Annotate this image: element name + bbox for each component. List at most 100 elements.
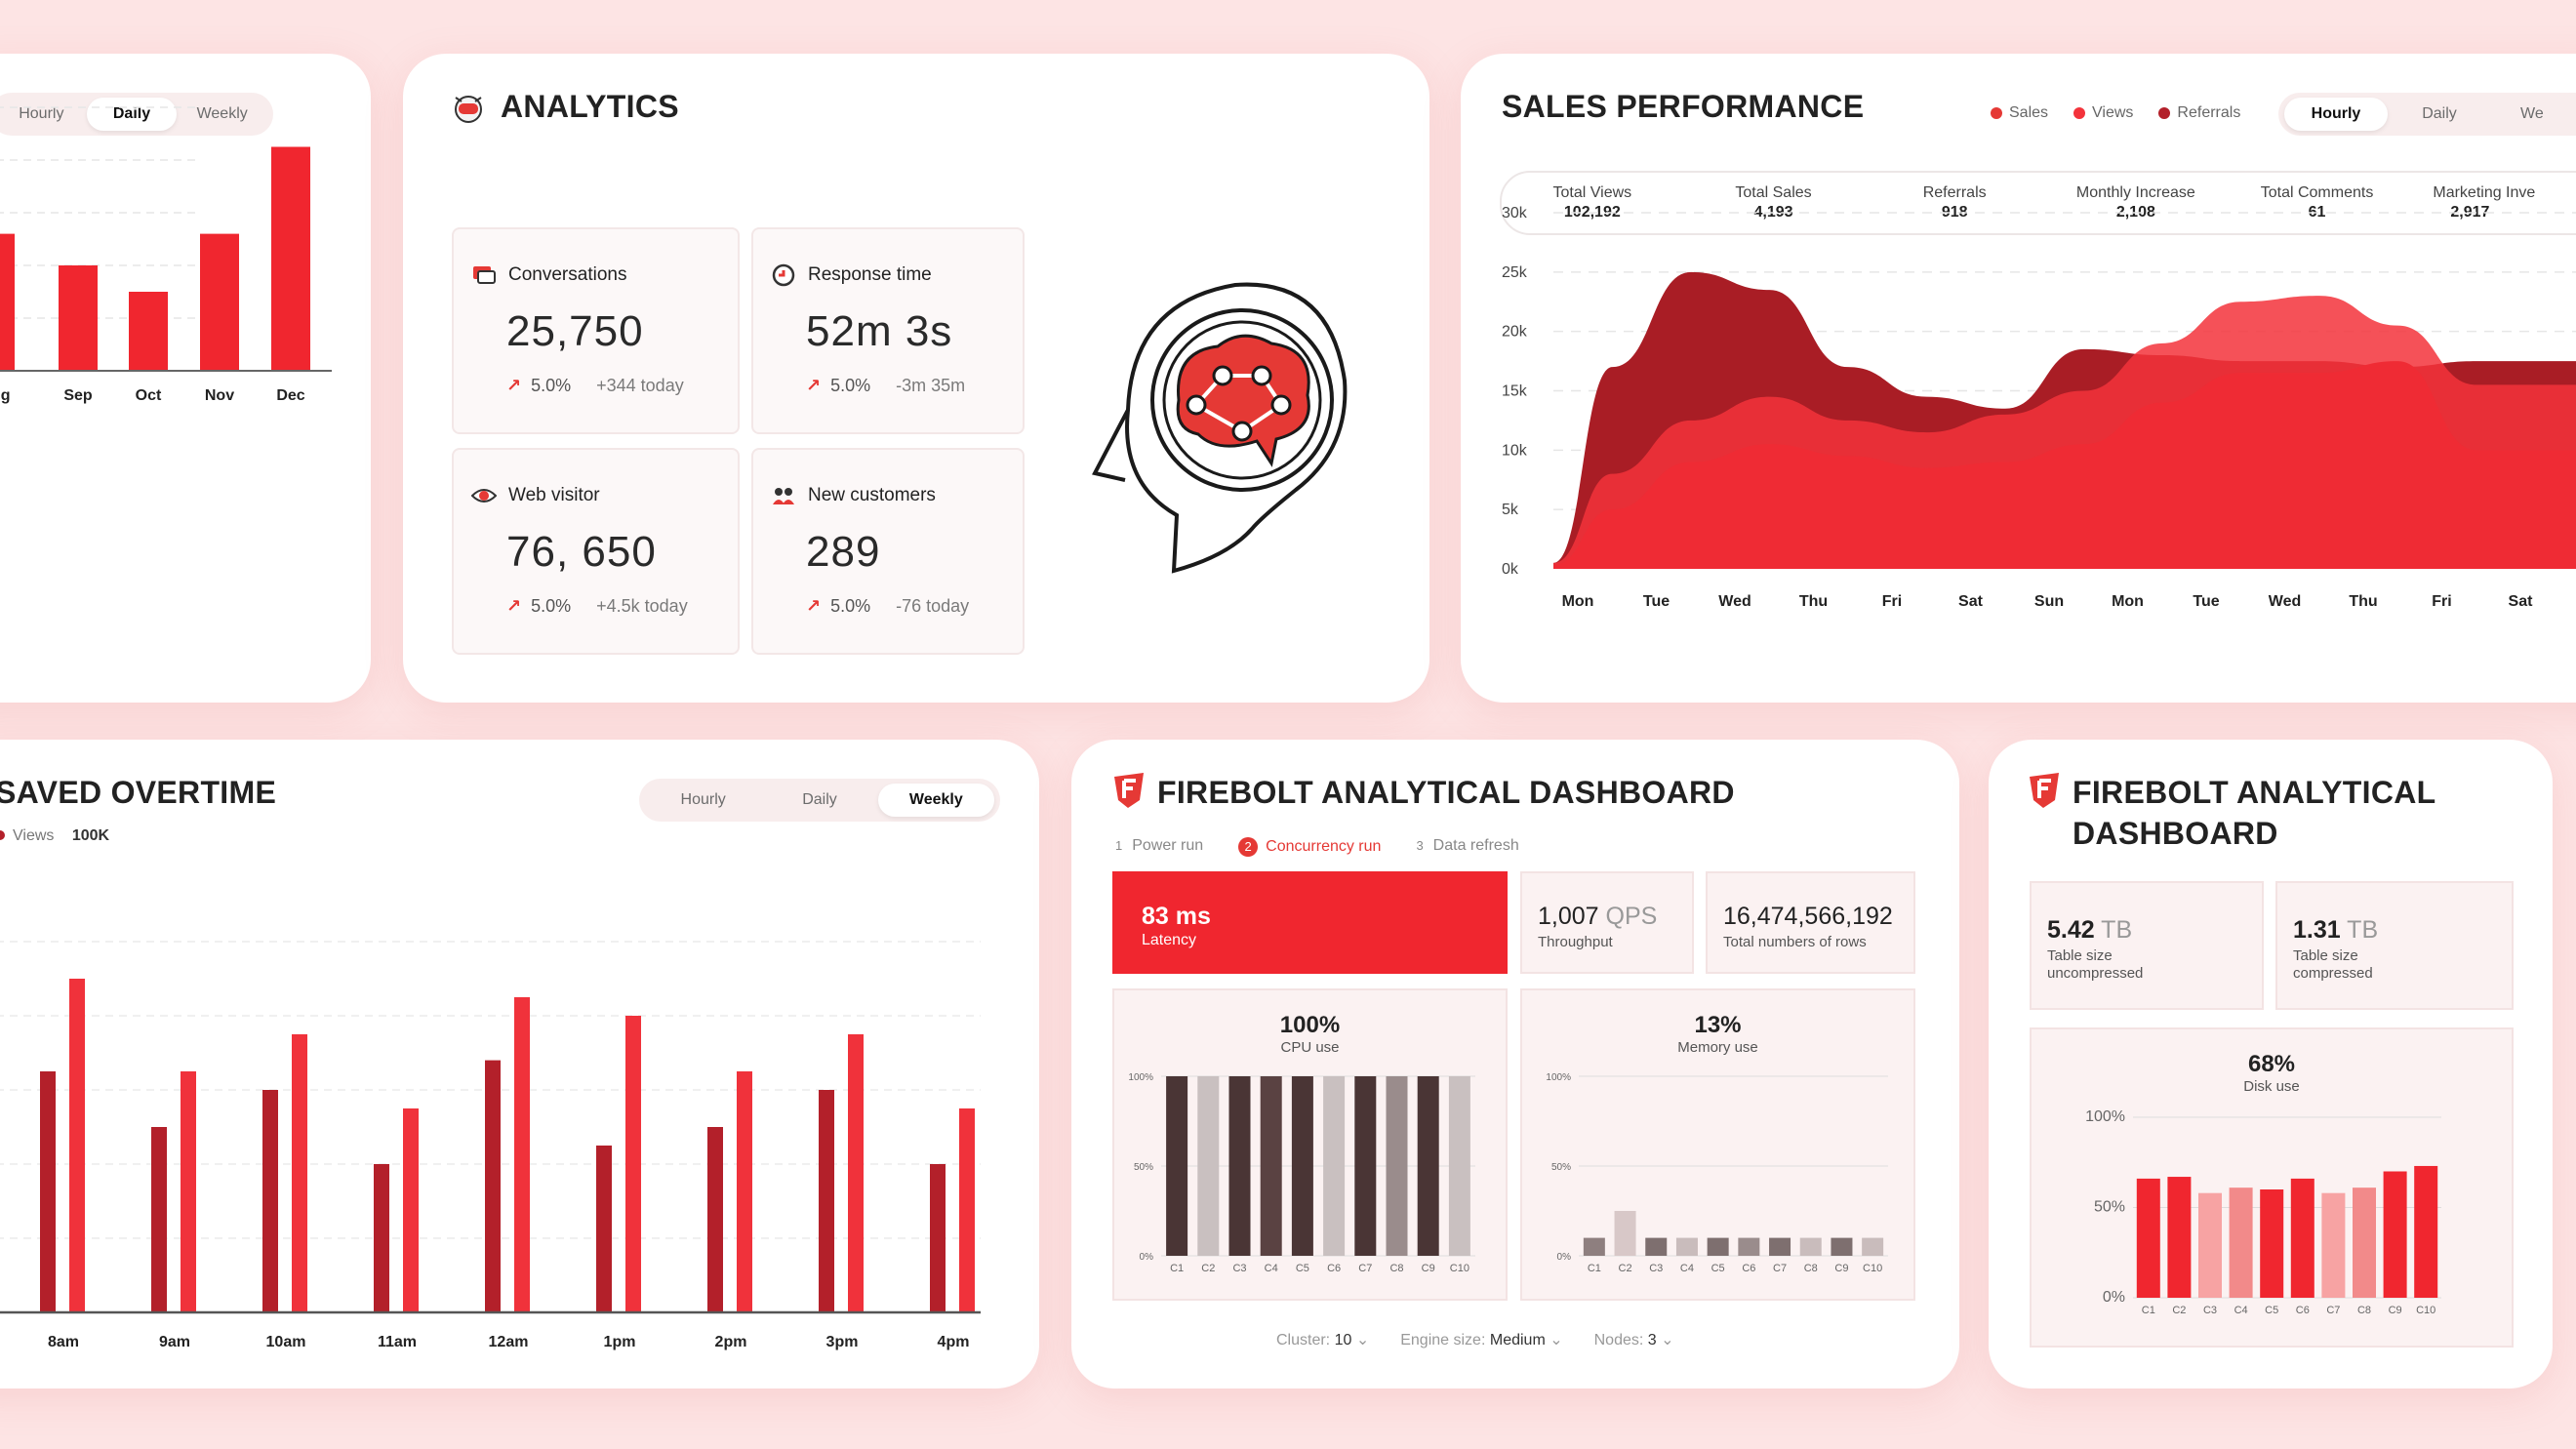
stat-today: +4.5k today [596, 596, 688, 616]
legend-views: Views [2073, 104, 2133, 122]
x-tick-label: Tue [1643, 593, 1670, 610]
kpi-referrals: Referrals 918 [1864, 183, 2045, 222]
bar [292, 1034, 307, 1312]
saved-bar-chart: 8am 9am 10am 11am 12am 1pm 2pm 3pm 4pm [0, 941, 981, 1350]
x-tick-label: C3 [1232, 1263, 1246, 1274]
x-tick-label: C9 [2389, 1305, 2402, 1316]
step-num: 3 [1416, 838, 1424, 853]
legend-label: Views [13, 827, 55, 844]
nodes-select[interactable]: Nodes: 3 ⌄ [1594, 1330, 1674, 1349]
stat-label: New customers [808, 485, 936, 505]
bar [2260, 1189, 2284, 1298]
kpi-value: 918 [1941, 204, 1968, 221]
tab-hourly[interactable]: Hourly [19, 105, 64, 122]
bar [596, 1146, 612, 1312]
bar [930, 1164, 946, 1312]
engine-size-select[interactable]: Engine size: Medium ⌄ [1400, 1330, 1562, 1349]
x-tick-label: C10 [1863, 1263, 1882, 1274]
bar [40, 1071, 56, 1312]
monthly-bar-chart: Aug Sep Oct Nov Dec [0, 106, 332, 404]
memory-panel: 13% Memory use 100% 50% 0% C1 C2 C3 C4 C5 C6 C7 C8… [1520, 988, 1915, 1301]
bar [1614, 1211, 1636, 1256]
firebolt-disk-title-line1: FIREBOLT ANALYTICAL [2073, 775, 2436, 810]
x-tick-label: 8am [48, 1334, 79, 1350]
trend-up-icon: ↗ [806, 596, 822, 616]
stat-response-time: Response time 52m 3s ↗ 5.0% -3m 35m [751, 227, 1025, 434]
bar [514, 997, 530, 1312]
bar [819, 1090, 834, 1312]
bar [959, 1108, 975, 1312]
tab-daily[interactable]: Daily [802, 791, 837, 808]
stat-today: +344 today [596, 376, 684, 395]
x-tick-label: C7 [1358, 1263, 1372, 1274]
trend-up-icon: ↗ [506, 376, 522, 395]
memory-label: Memory use [1677, 1039, 1758, 1056]
x-tick-label: Tue [2193, 593, 2219, 610]
tab-hourly[interactable]: Hourly [680, 791, 726, 808]
bar [848, 1034, 864, 1312]
y-tick-label: 100% [1546, 1072, 1571, 1083]
stat-label: Response time [808, 264, 932, 285]
x-tick-label: C6 [1742, 1263, 1755, 1274]
analytics-card: ANALYTICS Conversations 25,750 ↗ 5.0% +344… [403, 54, 1429, 703]
bar [1291, 1076, 1313, 1256]
bar [1166, 1076, 1188, 1256]
firebolt-title: FIREBOLT ANALYTICAL DASHBOARD [1157, 775, 1735, 810]
chat-icon [473, 266, 496, 284]
disk-panel: 68% Disk use 100% 50% 0% C1 C2 C3 C4 C5 C6 C7 C8 C9… [2030, 1027, 2514, 1348]
latency-tile: 83 ms Latency [1112, 871, 1508, 974]
bar [129, 292, 168, 371]
y-tick-label: 30k [1502, 205, 1528, 221]
tab-daily[interactable]: Daily [2422, 105, 2457, 122]
bar [2229, 1187, 2253, 1298]
saved-legend: Views 100K [0, 827, 109, 845]
y-tick-label: 10k [1502, 442, 1528, 459]
compressed-value: 1.31 [2293, 916, 2341, 944]
y-tick-label: 5k [1502, 502, 1519, 518]
step-label: Data refresh [1432, 837, 1519, 854]
stat-pct: 5.0% [830, 376, 871, 395]
tab-weekly[interactable]: We [2520, 105, 2544, 122]
bar [2198, 1192, 2222, 1298]
bar [625, 1016, 641, 1312]
x-tick-label: C6 [1327, 1263, 1341, 1274]
legend-label: Sales [2009, 104, 2049, 121]
cpu-panel: 100% CPU use 100% 50% 0% C1 C2 C3 C4 C5 C6 C7 C8 C9… [1112, 988, 1508, 1301]
x-tick-label: Mon [1562, 593, 1594, 610]
disk-label: Disk use [2243, 1078, 2300, 1095]
x-tick-label: Fri [2432, 593, 2451, 610]
bar [151, 1127, 167, 1312]
step-power-run[interactable]: 1 Power run [1115, 837, 1203, 857]
x-tick-label: Wed [2269, 593, 2301, 610]
throughput-tile: 1,007 QPS Throughput [1520, 871, 1694, 974]
bar [737, 1071, 752, 1312]
chevron-down-icon: ⌄ [1661, 1332, 1674, 1348]
bar [200, 233, 239, 371]
memory-value: 13% [1694, 1012, 1742, 1038]
tab-daily[interactable]: Daily [86, 98, 178, 131]
bar [271, 146, 310, 371]
rows-value: 16,474,566,192 [1723, 903, 1893, 930]
bar [59, 265, 98, 371]
bar [1831, 1237, 1853, 1256]
stat-web-visitor: Web visitor 76, 650 ↗ 5.0% +4.5k today [452, 448, 740, 655]
bar [69, 979, 85, 1312]
bar [2136, 1178, 2160, 1298]
bar [1323, 1076, 1346, 1256]
tab-hourly[interactable]: Hourly [2284, 98, 2388, 131]
tab-weekly[interactable]: Weekly [877, 784, 994, 817]
bar [1417, 1076, 1439, 1256]
y-tick-label: 50% [1134, 1162, 1153, 1173]
legend-value: 100K [71, 827, 110, 844]
x-tick-label: Oct [136, 387, 162, 404]
kpi-label: Total Comments [2260, 184, 2374, 201]
cluster-select[interactable]: Cluster: 10 ⌄ [1276, 1330, 1369, 1349]
step-data-refresh[interactable]: 3 Data refresh [1416, 837, 1518, 857]
legend-sales: Sales [1991, 104, 2048, 122]
tab-weekly[interactable]: Weekly [196, 105, 248, 122]
bar [2414, 1165, 2438, 1298]
x-tick-label: C3 [2203, 1305, 2217, 1316]
step-concurrency-run[interactable]: 2 Concurrency run [1238, 837, 1381, 857]
footer-label: Nodes: [1593, 1332, 1644, 1348]
x-tick-label: C5 [1711, 1263, 1725, 1274]
